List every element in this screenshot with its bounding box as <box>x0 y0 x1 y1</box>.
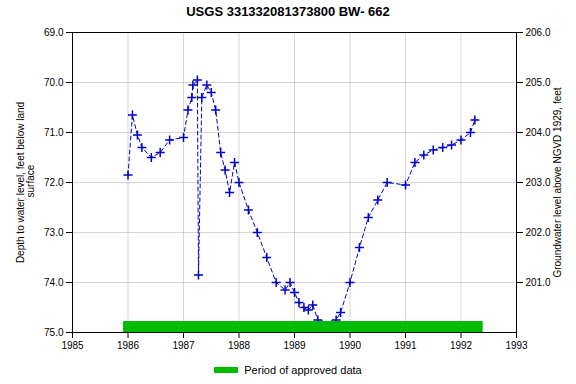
svg-text:1991: 1991 <box>394 340 417 351</box>
svg-text:1988: 1988 <box>228 340 251 351</box>
svg-text:74.0: 74.0 <box>44 277 64 288</box>
svg-text:69.0: 69.0 <box>44 27 64 38</box>
svg-text:1989: 1989 <box>283 340 306 351</box>
svg-text:75.0: 75.0 <box>44 327 64 338</box>
svg-text:1992: 1992 <box>450 340 473 351</box>
svg-text:Groundwater level above NGVD 1: Groundwater level above NGVD 1929, feet <box>552 87 563 277</box>
svg-text:72.0: 72.0 <box>44 177 64 188</box>
svg-text:201.0: 201.0 <box>526 277 551 288</box>
svg-text:71.0: 71.0 <box>44 127 64 138</box>
html-text:USGS 331332081373800 BW- 662: USGS 331332081373800 BW- 662 <box>186 4 390 19</box>
svg-text:Depth to water level, feet bel: Depth to water level, feet below land su… <box>15 102 36 263</box>
svg-text:203.0: 203.0 <box>526 177 551 188</box>
svg-text:206.0: 206.0 <box>526 27 551 38</box>
svg-text:1993: 1993 <box>505 340 528 351</box>
svg-text:70.0: 70.0 <box>44 77 64 88</box>
svg-text:204.0: 204.0 <box>526 127 551 138</box>
svg-text:205.0: 205.0 <box>526 77 551 88</box>
svg-text:1990: 1990 <box>339 340 362 351</box>
svg-text:73.0: 73.0 <box>44 227 64 238</box>
svg-text:1986: 1986 <box>117 340 140 351</box>
html-text:Period of approved data: Period of approved data <box>244 364 362 376</box>
svg-text:202.0: 202.0 <box>526 227 551 238</box>
svg-text:1987: 1987 <box>172 340 195 351</box>
svg-text:1985: 1985 <box>61 340 84 351</box>
